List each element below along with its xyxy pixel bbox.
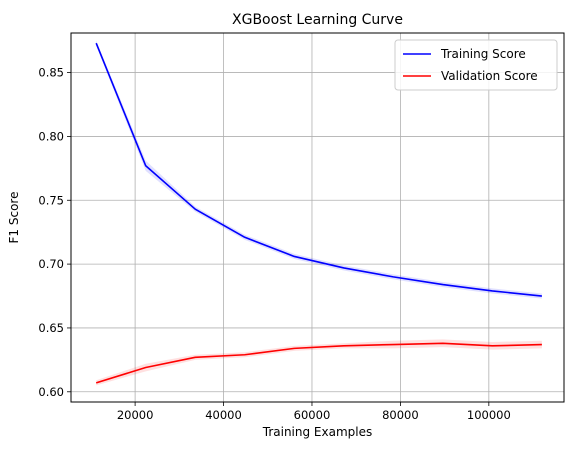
x-tick-label: 40000 [205,408,242,422]
legend: Training Score Validation Score [394,39,558,91]
legend-label: Validation Score [441,69,538,83]
series-lines [95,42,542,384]
x-tick-label: 100000 [467,408,511,422]
y-axis-ticks: 0.60 0.65 0.70 0.75 0.80 0.85 [38,66,71,399]
chart-title: XGBoost Learning Curve [232,12,403,28]
std-band-validation [96,339,542,386]
y-tick-label: 0.75 [38,193,64,207]
x-tick-label: 60000 [294,408,331,422]
series-line-validation [95,342,542,384]
x-axis-label: Training Examples [262,425,372,439]
series-line-training [95,42,542,297]
y-tick-label: 0.80 [38,129,64,143]
y-axis-label: F1 Score [7,192,21,244]
x-tick-label: 20000 [117,408,154,422]
y-tick-label: 0.60 [38,385,64,399]
y-tick-label: 0.70 [38,257,64,271]
x-axis-ticks: 20000 40000 60000 80000 100000 [117,402,511,422]
std-bands [96,40,542,386]
y-tick-label: 0.65 [38,321,64,335]
x-tick-label: 80000 [382,408,419,422]
legend-label: Training Score [440,47,526,61]
plot-frame [70,32,565,403]
y-tick-label: 0.85 [38,66,64,80]
legend-box [394,39,558,91]
